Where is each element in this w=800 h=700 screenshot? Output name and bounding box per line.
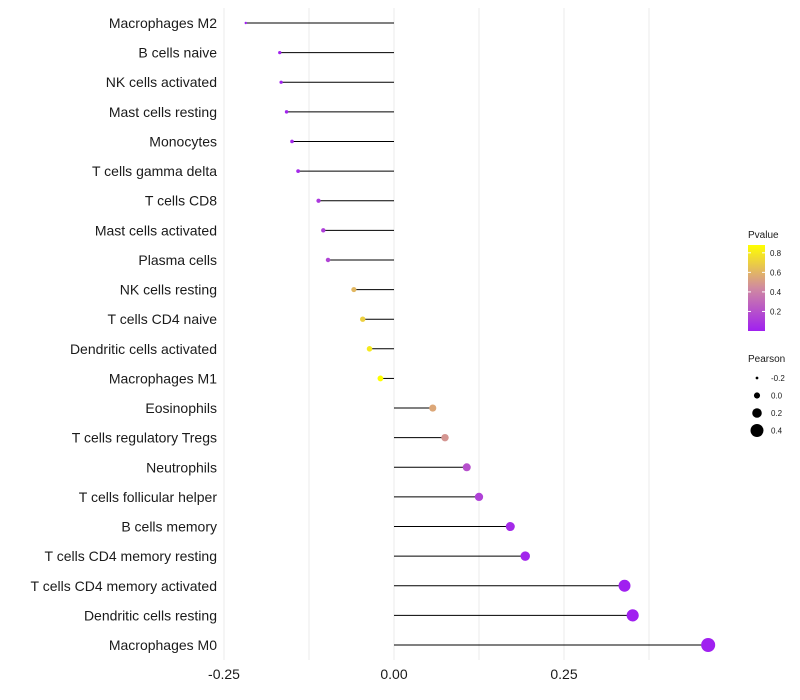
pearson-legend: Pearson -0.2 0.0 0.2 0.4 [748,354,785,437]
data-point [618,579,631,592]
category-label: Monocytes [149,133,217,149]
data-point [626,609,639,622]
size-key-label: 0.0 [771,392,783,401]
colorbar-tick-label: 0.2 [770,307,782,316]
category-label: Dendritic cells resting [84,607,217,623]
data-point [278,50,282,55]
data-point [429,404,437,412]
x-tick-label: 0.00 [380,666,407,682]
category-label: Macrophages M0 [109,637,217,653]
data-point [290,139,294,144]
size-key-point [755,376,759,380]
size-key-point [752,408,762,418]
size-key-label: -0.2 [771,374,785,383]
data-point [701,637,716,653]
size-key-label: 0.2 [771,409,783,418]
category-label: B cells memory [121,519,217,535]
size-key-point [750,424,764,437]
category-label: B cells naive [138,45,217,61]
data-point [325,257,331,263]
data-point [462,463,471,472]
x-tick-label: -0.25 [208,666,240,682]
data-point [377,375,384,382]
data-point [474,492,484,502]
point-layer [244,21,716,653]
size-key-label: 0.4 [771,427,783,436]
stem-layer [245,22,709,646]
pvalue-legend: Pvalue 0.8 0.6 0.4 0.2 [748,230,782,331]
category-label: Dendritic cells activated [70,341,217,357]
data-point [360,316,366,322]
category-label: Neutrophils [146,459,217,475]
x-axis-ticks: -0.25 0.00 0.25 [208,666,578,682]
category-label: T cells CD4 memory activated [31,578,217,594]
data-point [316,198,321,203]
category-labels: Macrophages M2 B cells naive NK cells acti… [31,15,218,653]
grid-layer [223,8,650,660]
data-point [244,21,247,25]
category-label: Macrophages M2 [109,15,217,31]
category-label: Mast cells resting [109,104,217,120]
data-point [296,169,300,173]
data-point [284,110,289,114]
pvalue-legend-ticks: 0.8 0.6 0.4 0.2 [748,249,782,316]
pearson-legend-title: Pearson [748,354,785,365]
colorbar-tick-label: 0.8 [770,249,782,258]
category-label: Plasma cells [138,252,217,268]
data-point [505,521,515,532]
data-point [351,286,357,293]
category-label: T cells CD4 naive [108,311,218,327]
pvalue-legend-title: Pvalue [748,230,779,241]
x-tick-label: 0.25 [550,666,577,682]
data-point [279,80,283,84]
category-label: T cells regulatory Tregs [72,430,217,446]
pearson-legend-keys: -0.2 0.0 0.2 0.4 [750,374,785,437]
category-label: T cells gamma delta [92,163,217,179]
colorbar-tick-label: 0.4 [770,288,782,297]
data-point [441,433,449,442]
category-label: T cells follicular helper [79,489,218,505]
category-label: T cells CD8 [145,193,217,209]
data-point [520,551,530,561]
category-label: T cells CD4 memory resting [45,548,217,564]
data-point [366,346,373,352]
data-point [321,228,326,233]
category-label: NK cells resting [120,282,217,298]
category-label: NK cells activated [106,74,217,90]
pvalue-colorbar [748,245,765,331]
category-label: Mast cells activated [95,222,217,238]
category-label: Macrophages M1 [109,370,217,386]
size-key-point [753,392,761,399]
colorbar-tick-label: 0.6 [770,268,782,277]
category-label: Eosinophils [145,400,217,416]
